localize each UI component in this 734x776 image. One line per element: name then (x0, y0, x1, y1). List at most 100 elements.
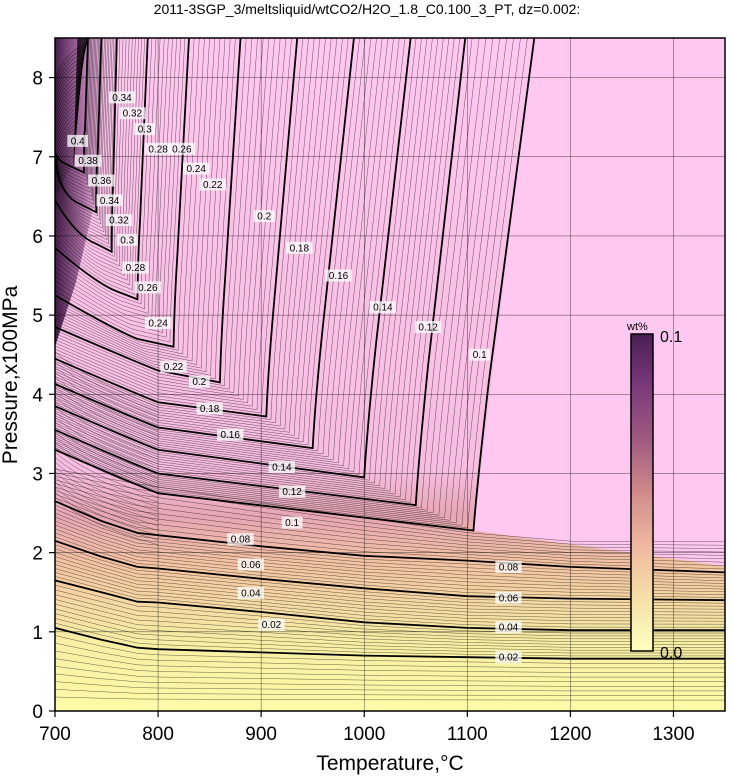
thin-contour (55, 486, 725, 559)
contour-label-bg (168, 142, 195, 155)
thin-contour (55, 38, 428, 486)
contour-label: 0.26 (134, 281, 161, 294)
contour-label: 0.2 (188, 375, 210, 388)
thin-contour (55, 38, 114, 245)
thin-contour (55, 38, 86, 123)
thin-contour (55, 38, 332, 436)
thin-contour (55, 38, 90, 78)
thin-contour (55, 650, 725, 673)
contour-label-bg (119, 107, 146, 120)
contour-label-bg (196, 402, 223, 415)
contour-label-text: 0.32 (123, 109, 143, 120)
thin-contour (55, 38, 444, 495)
thin-contour (55, 376, 159, 431)
thick-contour-0.16 (55, 38, 355, 450)
thin-contour (55, 635, 725, 664)
contour-label-text: 0.02 (499, 653, 519, 664)
contour-label-bg (414, 321, 442, 333)
contour-label-bg (258, 618, 285, 631)
thin-contour (55, 38, 89, 95)
contour-label-bg (217, 428, 244, 441)
thin-contour (55, 38, 231, 376)
contour-label-bg (122, 261, 149, 274)
contour-label-bg (96, 194, 123, 207)
thin-contour (55, 38, 406, 475)
y-tick-label: 5 (32, 306, 43, 327)
thin-contour (55, 38, 83, 156)
thin-contour (55, 512, 725, 581)
thin-contour (55, 38, 186, 343)
thin-contour (55, 696, 725, 701)
thin-contour (55, 38, 236, 380)
contour-label: 0.22 (160, 360, 187, 373)
contour-label-text: 0.06 (499, 593, 519, 604)
thin-contour (55, 38, 161, 314)
thin-contour (55, 504, 725, 576)
thin-contour (55, 38, 394, 469)
thin-contour (55, 38, 130, 272)
thin-contour (55, 622, 725, 657)
thin-contour (55, 38, 78, 197)
contour-label-bg (237, 587, 264, 599)
thin-contour (55, 38, 281, 407)
thin-contour (55, 497, 159, 545)
thin-contour (55, 38, 338, 439)
y-tick-label: 1 (32, 623, 43, 644)
contour-label-text: 0.16 (329, 271, 349, 282)
y-tick-label: 0 (32, 702, 43, 723)
thin-contour (55, 38, 247, 387)
contour-label-text: 0.04 (499, 623, 519, 634)
thin-contour (55, 572, 725, 625)
contour-label-text: 0.26 (138, 283, 158, 294)
contour-label-text: 0.38 (78, 156, 98, 167)
thin-contour (55, 536, 725, 598)
contour-label-bg (108, 91, 136, 104)
thin-contour (55, 361, 159, 417)
thin-contour (55, 38, 455, 500)
contour-label-bg (116, 233, 138, 246)
contour-label-bg (105, 214, 133, 227)
thin-contour (55, 38, 87, 107)
contour-label-text: 0.1 (285, 518, 299, 529)
contour-label-text: 0.02 (262, 620, 282, 631)
thin-contours (55, 38, 725, 701)
contour-label-bg (144, 317, 172, 329)
contour-label-text: 0.3 (120, 235, 134, 246)
thin-contour (55, 38, 87, 115)
contour-label-text: 0.2 (192, 377, 206, 388)
thin-contour (55, 681, 725, 692)
thin-contour (55, 38, 153, 305)
thin-contour (55, 38, 86, 119)
thin-contour (55, 38, 105, 221)
thin-contour (55, 38, 349, 446)
thin-contour (55, 38, 157, 310)
thick-contour-0.2 (55, 38, 242, 384)
x-tick-label: 700 (39, 724, 71, 745)
x-tick-label: 800 (142, 724, 174, 745)
contour-label-text: 0.14 (373, 303, 393, 314)
thin-contour (55, 466, 159, 517)
thin-contour (55, 38, 85, 136)
contour-label-text: 0.06 (241, 560, 261, 571)
thin-contour (55, 666, 725, 682)
x-tick-label: 900 (245, 724, 277, 745)
contour-label-bg (495, 651, 522, 664)
thin-contour (55, 658, 725, 678)
contour-label-text: 0.36 (92, 176, 112, 187)
thin-contour (55, 38, 343, 443)
thin-contour (55, 38, 89, 91)
thin-contour (55, 613, 725, 651)
contour-label-bg (253, 210, 275, 223)
thin-contour (55, 38, 417, 481)
x-axis: 700 800 900 1000 1100 1200 1300 (39, 711, 695, 745)
thin-contour (55, 38, 84, 140)
contour-label-text: 0.28 (148, 144, 168, 155)
contour-label-text: 0.34 (112, 93, 132, 104)
thin-contour (55, 38, 85, 131)
contour-label: 0.06 (237, 558, 264, 571)
thick-contour-0.08 (55, 500, 725, 574)
thin-contour (55, 38, 487, 513)
thin-contour (55, 38, 292, 414)
thin-contour (55, 38, 494, 516)
